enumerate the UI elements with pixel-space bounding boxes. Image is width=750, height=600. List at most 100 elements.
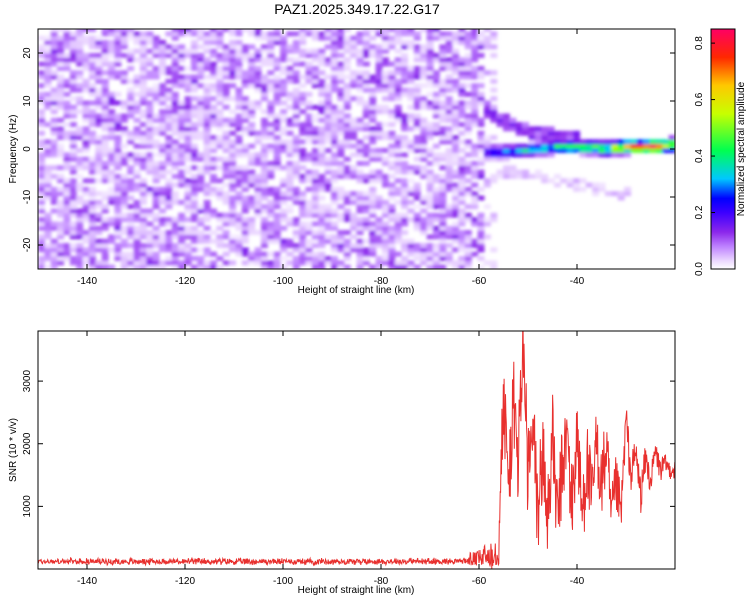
heat-cell bbox=[89, 130, 96, 136]
heat-cell bbox=[375, 204, 383, 210]
heat-cell bbox=[522, 152, 530, 158]
heat-cell bbox=[286, 195, 294, 201]
heat-cell bbox=[241, 234, 249, 240]
heat-cell bbox=[69, 96, 77, 102]
heat-cell bbox=[254, 195, 262, 201]
heat-cell bbox=[439, 35, 447, 41]
heat-cell bbox=[101, 113, 109, 119]
heat-cell bbox=[101, 191, 109, 197]
heat-cell bbox=[299, 29, 307, 32]
heat-cell bbox=[318, 109, 326, 115]
heat-cell bbox=[63, 31, 71, 37]
heat-cell bbox=[190, 74, 198, 80]
heat-cell bbox=[445, 31, 453, 37]
heat-cell bbox=[337, 174, 345, 179]
heat-cell bbox=[471, 109, 479, 115]
heat-cell bbox=[394, 143, 402, 149]
heat-cell bbox=[337, 104, 345, 110]
heat-cell bbox=[101, 40, 109, 45]
heat-cell bbox=[229, 148, 237, 153]
heat-cell bbox=[241, 174, 249, 179]
heat-cell bbox=[343, 44, 351, 50]
heat-cell bbox=[388, 191, 396, 197]
heat-cell bbox=[229, 243, 237, 248]
heat-cell bbox=[178, 169, 186, 175]
heat-cell bbox=[203, 148, 211, 153]
heat-cell bbox=[235, 139, 243, 145]
heat-cell bbox=[362, 78, 370, 84]
heat-cell bbox=[292, 104, 300, 110]
heat-cell bbox=[388, 83, 396, 89]
heat-cell bbox=[210, 165, 217, 171]
heat-cell bbox=[407, 143, 415, 149]
heat-cell bbox=[89, 217, 96, 223]
heat-cell bbox=[101, 225, 109, 231]
heat-cell bbox=[152, 191, 160, 197]
heat-cell bbox=[50, 70, 58, 76]
heat-cell bbox=[273, 96, 281, 102]
heat-cell bbox=[432, 109, 440, 115]
heat-cell bbox=[655, 143, 663, 149]
heat-cell bbox=[146, 208, 154, 214]
heat-cell bbox=[394, 87, 402, 93]
heat-cell bbox=[273, 217, 281, 223]
spectrogram-xlabel: Height of straight line (km) bbox=[298, 285, 415, 296]
heat-cell bbox=[229, 117, 237, 123]
heat-cell bbox=[292, 31, 300, 37]
heat-cell bbox=[241, 182, 249, 188]
colorbar-tick-label: 0.2 bbox=[694, 205, 705, 219]
heat-cell bbox=[496, 152, 504, 158]
heat-cell bbox=[331, 40, 338, 45]
heat-cell bbox=[458, 130, 466, 136]
heat-cell bbox=[471, 238, 479, 244]
heat-cell bbox=[439, 191, 447, 197]
heat-cell bbox=[44, 143, 52, 149]
heat-cell bbox=[388, 74, 396, 80]
heat-cell bbox=[458, 66, 466, 71]
heat-cell bbox=[267, 130, 275, 136]
heat-cell bbox=[324, 91, 332, 97]
heat-cell bbox=[139, 225, 147, 231]
heat-cell bbox=[311, 238, 319, 244]
heat-cell bbox=[95, 139, 103, 145]
heat-cell bbox=[432, 83, 440, 89]
heat-cell bbox=[197, 70, 205, 76]
heat-cell bbox=[439, 139, 447, 145]
heat-cell bbox=[184, 243, 192, 248]
heat-cell bbox=[261, 225, 268, 231]
heat-cell bbox=[76, 70, 84, 76]
heat-cell bbox=[483, 70, 491, 76]
heat-cell bbox=[382, 260, 389, 266]
heat-cell bbox=[82, 148, 90, 153]
heat-cell bbox=[483, 139, 491, 145]
heat-cell bbox=[50, 199, 58, 205]
heat-cell bbox=[63, 57, 71, 63]
heat-cell bbox=[439, 156, 447, 162]
heat-cell bbox=[432, 234, 440, 240]
heat-cell bbox=[178, 109, 186, 115]
heat-cell bbox=[305, 66, 313, 71]
heat-cell bbox=[254, 230, 262, 235]
heat-cell bbox=[318, 156, 326, 162]
heat-cell bbox=[331, 66, 338, 71]
heat-cell bbox=[178, 238, 186, 244]
heat-cell bbox=[362, 247, 370, 253]
heat-cell bbox=[50, 44, 58, 50]
x-tick-label: -80 bbox=[374, 276, 389, 287]
heat-cell bbox=[464, 130, 472, 136]
heat-cell bbox=[426, 148, 434, 153]
heat-cell bbox=[343, 191, 351, 197]
heat-cell bbox=[299, 234, 307, 240]
heat-cell bbox=[203, 122, 211, 127]
heat-cell bbox=[407, 264, 415, 269]
heat-cell bbox=[362, 225, 370, 231]
heat-cell bbox=[592, 182, 600, 188]
heat-cell bbox=[222, 29, 230, 32]
heat-cell bbox=[311, 78, 319, 84]
heat-cell bbox=[190, 148, 198, 153]
heat-cell bbox=[401, 238, 409, 244]
heat-cell bbox=[248, 225, 256, 231]
heat-cell bbox=[127, 100, 135, 106]
heat-cell bbox=[235, 169, 243, 175]
heat-cell bbox=[241, 225, 249, 231]
